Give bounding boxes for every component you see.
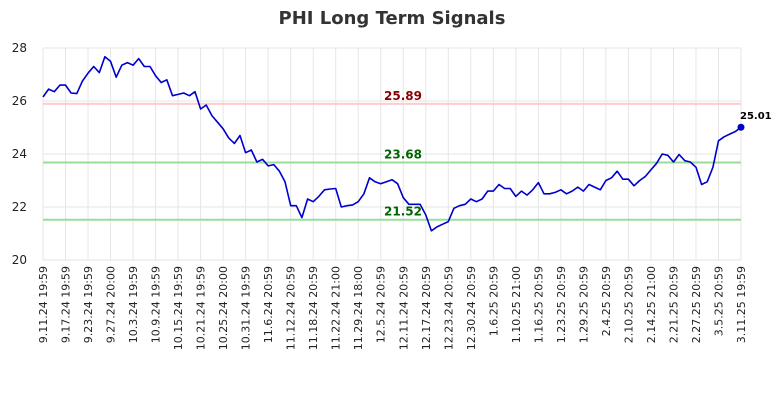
signal-level-label: 23.68 (384, 147, 422, 161)
chart-title: PHI Long Term Signals (278, 8, 506, 29)
x-tick-label: 9.11.24 19:59 (37, 266, 50, 343)
x-tick-label: 10.25.24 20:00 (217, 266, 230, 350)
x-tick-label: 12.30.24 20:59 (465, 266, 478, 350)
y-tick-label: 26 (12, 94, 27, 108)
y-tick-label: 24 (12, 147, 27, 161)
last-value-label: 25.01 (740, 111, 772, 122)
y-tick-label: 28 (12, 41, 27, 55)
x-tick-label: 1.16.25 20:59 (532, 266, 545, 343)
x-tick-label: 12.17.24 20:59 (420, 266, 433, 350)
x-tick-label: 1.23.25 20:59 (555, 266, 568, 343)
x-tick-label: 2.14.25 21:00 (645, 266, 658, 343)
x-tick-label: 10.21.24 19:59 (195, 266, 208, 350)
x-tick-label: 9.27.24 20:00 (105, 266, 118, 343)
x-tick-label: 12.23.24 20:59 (442, 266, 455, 350)
x-tick-label: 9.17.24 19:59 (60, 266, 73, 343)
x-tick-label: 3.11.25 19:59 (735, 266, 748, 343)
x-tick-label: 3.5.25 20:59 (712, 266, 725, 336)
x-tick-label: 9.23.24 19:59 (82, 266, 95, 343)
x-tick-label: 2.21.25 20:59 (667, 266, 680, 343)
x-tick-label: 2.4.25 20:59 (600, 266, 613, 336)
signal-level-label: 25.89 (384, 89, 422, 103)
x-tick-label: 12.11.24 20:59 (397, 266, 410, 350)
x-tick-label: 10.9.24 19:59 (150, 266, 163, 343)
x-tick-label: 2.27.25 20:59 (690, 266, 703, 343)
x-tick-label: 11.12.24 20:59 (285, 266, 298, 350)
x-tick-label: 11.18.24 20:59 (307, 266, 320, 350)
last-value-marker (737, 123, 745, 131)
y-tick-label: 22 (12, 200, 27, 214)
x-tick-label: 10.15.24 19:59 (172, 266, 185, 350)
y-tick-label: 20 (12, 253, 27, 267)
x-tick-label: 11.29.24 18:00 (352, 266, 365, 350)
x-tick-label: 1.10.25 21:00 (510, 266, 523, 343)
price-series-line (42, 55, 742, 232)
x-tick-label: 2.10.25 20:59 (622, 266, 635, 343)
x-tick-label: 11.6.24 20:59 (262, 266, 275, 343)
x-tick-label: 1.29.25 20:59 (577, 266, 590, 343)
x-tick-label: 10.3.24 19:59 (127, 266, 140, 343)
signal-level-label: 21.52 (384, 205, 422, 219)
x-tick-label: 12.5.24 20:59 (375, 266, 388, 343)
x-tick-label: 1.6.25 20:59 (487, 266, 500, 336)
x-tick-label: 11.22.24 21:00 (330, 266, 343, 350)
x-tick-label: 10.31.24 19:59 (240, 266, 253, 350)
